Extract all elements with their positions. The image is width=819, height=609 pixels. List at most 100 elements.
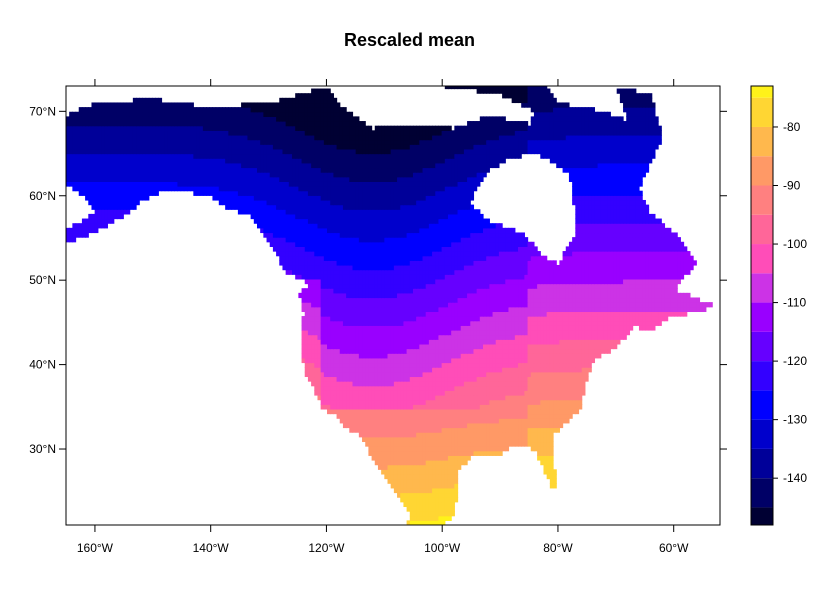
grid-cell: [467, 390, 471, 396]
grid-cell: [597, 278, 602, 285]
grid-cell: [686, 251, 691, 257]
grid-cell: [476, 334, 481, 340]
grid-cell: [654, 302, 659, 308]
grid-cell: [276, 237, 280, 243]
grid-cell: [524, 376, 529, 382]
grid-cell: [483, 292, 487, 299]
grid-cell: [441, 394, 446, 401]
grid-cell: [524, 353, 529, 359]
grid-cell: [320, 367, 325, 373]
grid-cell: [368, 399, 373, 405]
grid-cell: [498, 311, 503, 317]
grid-cell: [412, 455, 417, 461]
grid-cell: [479, 306, 484, 313]
grid-cell: [266, 232, 271, 238]
grid-cell: [581, 362, 586, 368]
grid-cell: [527, 399, 532, 405]
grid-cell: [451, 381, 455, 387]
grid-cell: [473, 283, 478, 289]
grid-cell: [451, 260, 455, 266]
grid-cell: [349, 343, 354, 350]
grid-cell: [460, 353, 465, 359]
grid-cell: [349, 348, 354, 354]
grid-cell: [390, 348, 395, 354]
grid-cell: [368, 316, 373, 322]
grid-cell: [632, 297, 637, 303]
grid-cell: [428, 520, 433, 525]
grid-cell: [607, 251, 611, 257]
grid-cell: [568, 394, 573, 401]
grid-cell: [495, 311, 500, 317]
grid-cell: [457, 278, 462, 285]
grid-cell: [333, 348, 338, 354]
grid-cell: [521, 404, 525, 410]
grid-cell: [425, 278, 430, 285]
grid-cell: [486, 302, 490, 308]
grid-cell: [479, 427, 484, 433]
grid-cell: [422, 255, 427, 261]
grid-cell: [610, 255, 615, 261]
grid-cell: [317, 288, 322, 294]
grid-cell: [460, 283, 465, 289]
grid-cell: [416, 260, 420, 266]
grid-cell: [578, 237, 583, 243]
grid-cell: [559, 404, 564, 410]
grid-cell: [406, 436, 411, 443]
grid-cell: [479, 325, 484, 331]
grid-cell: [486, 362, 490, 368]
grid-cell: [381, 362, 385, 368]
grid-cell: [327, 283, 331, 289]
grid-cell: [444, 441, 449, 447]
grid-cell: [403, 455, 408, 461]
grid-cell: [412, 427, 417, 433]
grid-cell: [645, 311, 650, 317]
grid-cell: [339, 343, 344, 350]
grid-cell: [623, 329, 627, 336]
grid-cell: [397, 288, 401, 294]
grid-cell: [333, 381, 338, 387]
grid-cell: [355, 413, 360, 419]
grid-cell: [562, 376, 567, 382]
grid-cell: [483, 381, 487, 387]
grid-cell: [495, 418, 500, 424]
grid-cell: [330, 399, 334, 405]
grid-cell: [556, 367, 560, 373]
grid-cell: [673, 251, 678, 257]
grid-cell: [419, 325, 424, 331]
grid-cell: [565, 255, 570, 261]
grid-cell: [323, 390, 328, 396]
grid-cell: [568, 241, 573, 247]
grid-cell: [502, 264, 506, 271]
grid-cell: [683, 246, 688, 252]
grid-cell: [479, 450, 484, 456]
grid-cell: [419, 339, 424, 345]
grid-cell: [422, 427, 427, 433]
grid-cell: [591, 306, 596, 313]
grid-cell: [556, 334, 560, 340]
grid-cell: [304, 353, 309, 359]
grid-cell: [530, 251, 535, 257]
grid-cell: [403, 399, 408, 405]
grid-cell: [623, 264, 627, 271]
grid-cell: [521, 390, 525, 396]
grid-cell: [549, 413, 554, 419]
grid-cell: [473, 450, 478, 456]
grid-cell: [559, 264, 564, 271]
grid-cell: [301, 251, 306, 257]
grid-cell: [384, 422, 389, 429]
grid-cell: [432, 274, 436, 280]
grid-cell: [467, 311, 471, 317]
grid-cell: [311, 297, 315, 303]
grid-cell: [463, 376, 468, 382]
grid-cell: [518, 297, 522, 303]
grid-cell: [447, 343, 452, 350]
grid-cell: [403, 362, 408, 368]
grid-cell: [384, 269, 389, 275]
grid-cell: [584, 251, 589, 257]
grid-cell: [381, 390, 385, 396]
grid-cell: [435, 297, 440, 303]
grid-cell: [498, 357, 503, 364]
grid-cell: [387, 325, 392, 331]
grid-cell: [635, 274, 640, 280]
grid-cell: [664, 292, 669, 299]
